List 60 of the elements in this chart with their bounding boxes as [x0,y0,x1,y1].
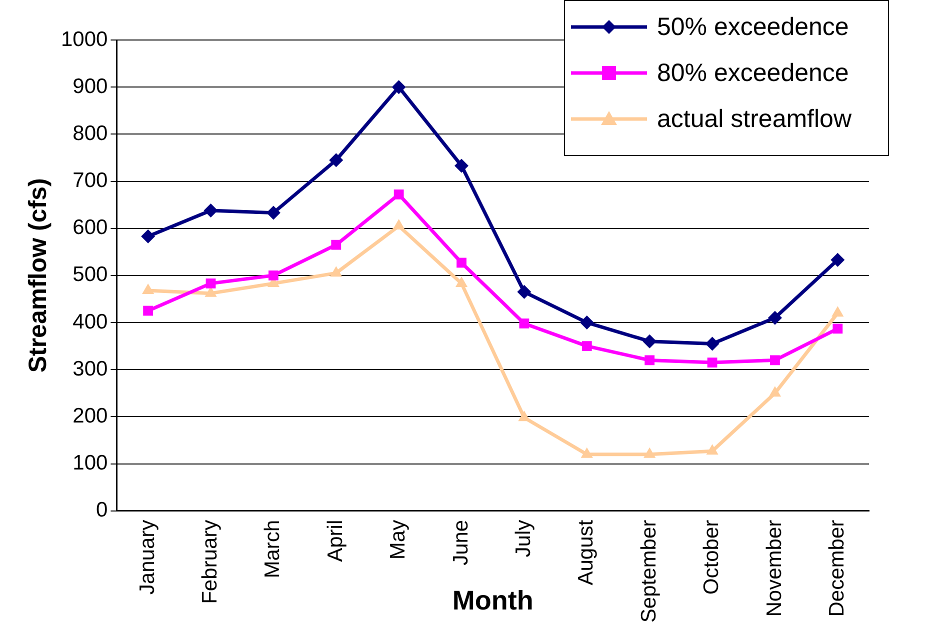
point [329,153,344,168]
point [580,447,593,458]
x-tick-label: April [324,520,347,562]
point [644,447,656,458]
x-tick-label: August [574,520,598,586]
x-tick-label: November [762,520,786,617]
x-tick-label: September [637,520,660,623]
y-tick-label: 0 [96,498,108,522]
point [830,252,845,267]
x-tick-label: December [825,520,848,617]
y-tick-label: 900 [72,74,108,98]
x-tick-label: June [449,520,472,566]
point [517,284,532,299]
point [394,190,404,200]
y-tick-label: 100 [72,452,108,475]
point [768,386,782,397]
point [707,358,718,368]
point [268,270,278,280]
point [454,158,469,173]
x-tick-label: February [198,519,222,604]
legend-label: 50% exceedence [657,12,849,42]
legend-label: 80% exceedence [657,58,849,88]
y-tick-label: 300 [72,357,108,380]
point [456,258,466,268]
legend-label: actual streamflow [657,104,852,134]
y-tick-label: 400 [72,310,108,334]
y-tick-label: 500 [72,263,108,286]
point [518,410,530,422]
point [143,306,154,316]
y-tick-label: 800 [72,122,108,145]
y-tick-label: 200 [72,404,108,428]
point [768,310,782,325]
x-tick-label: March [261,520,284,578]
x-tick-label: October [700,520,724,595]
point [644,355,655,366]
point [142,284,154,294]
point [580,316,594,330]
y-tick-label: 1000 [61,28,108,51]
point [266,206,280,220]
point [642,334,657,348]
y-axis-title: Streamflow (cfs) [24,178,52,373]
point [770,355,780,366]
point [206,278,216,288]
x-tick-label: May [386,519,410,560]
point [706,444,718,455]
point [330,266,342,277]
y-tick-label: 600 [72,216,108,240]
point [141,229,156,244]
x-axis-title: Month [452,585,534,616]
point [832,306,844,317]
point [519,318,530,328]
point [582,341,592,352]
point [705,336,720,351]
x-tick-label: January [136,519,159,595]
point [204,203,218,218]
point [392,80,406,94]
point [832,324,843,334]
point [331,240,342,250]
x-tick-label: July [512,519,535,558]
y-tick-label: 700 [72,169,108,192]
